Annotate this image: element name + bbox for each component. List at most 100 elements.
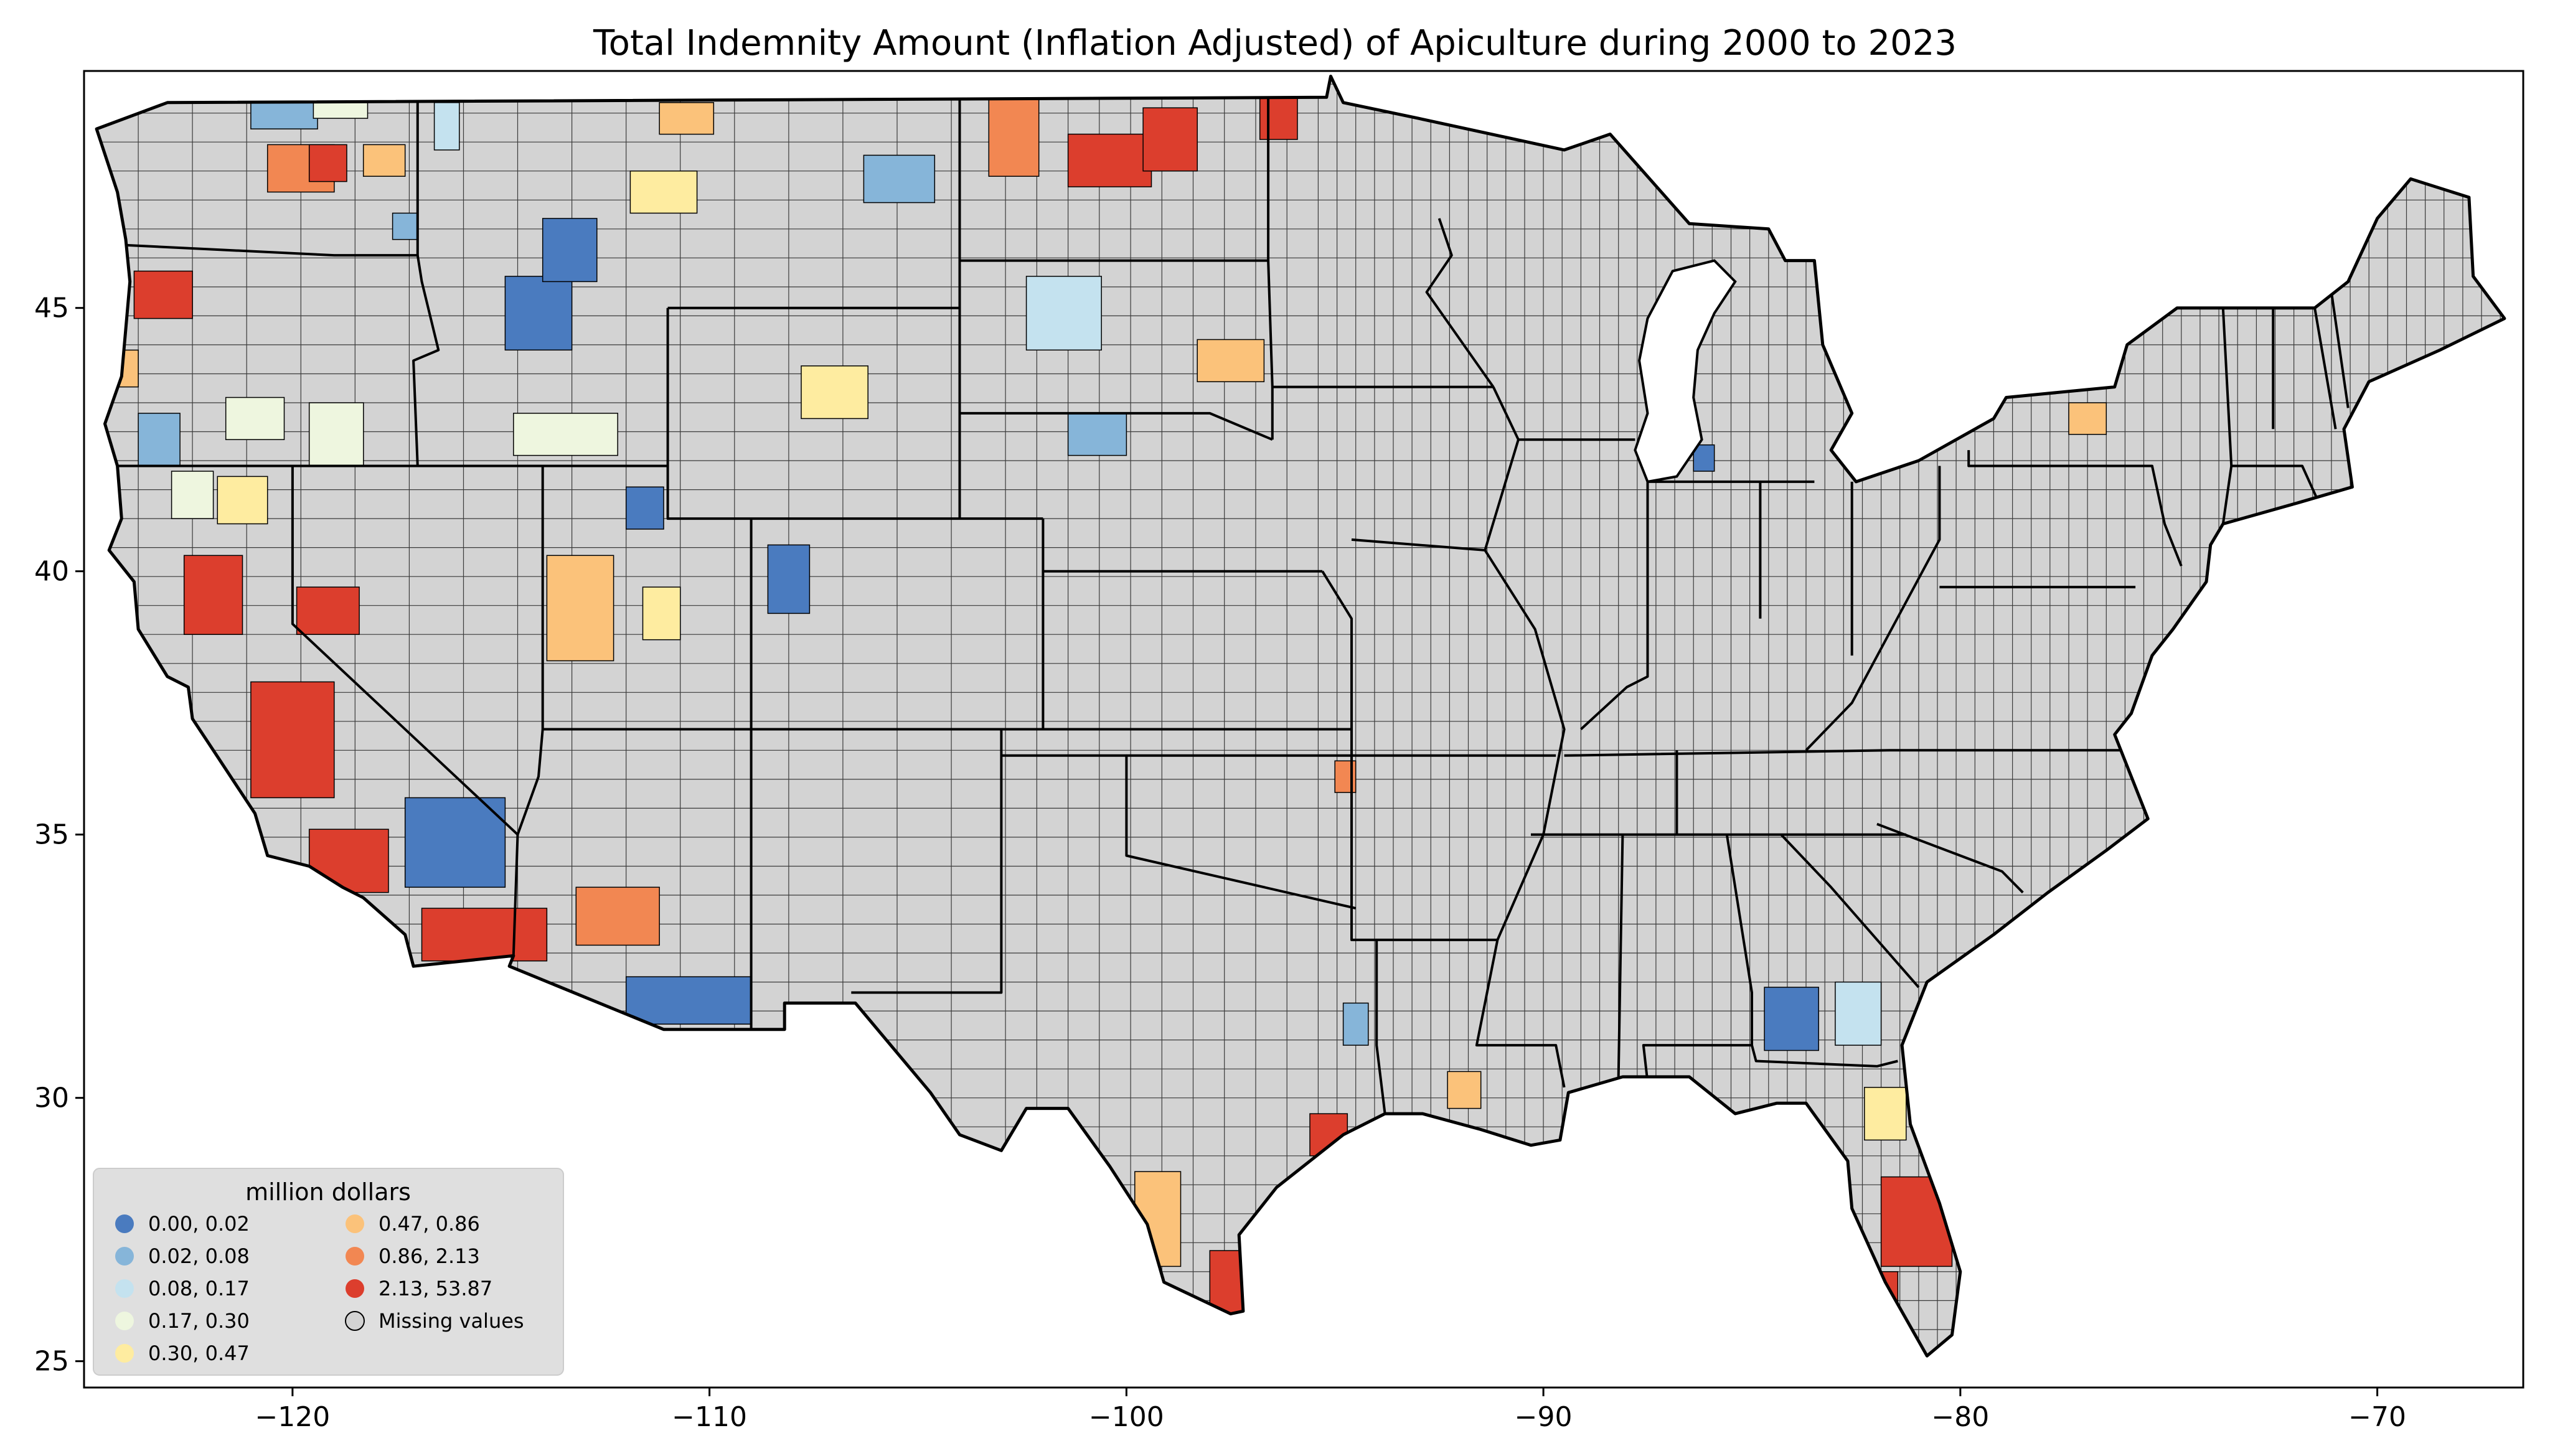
region-southern-oregon (225, 397, 285, 440)
region-colorado-west (767, 544, 811, 614)
region-southern-california-desert (421, 908, 548, 962)
region-central-washington-core (308, 144, 347, 182)
legend-swatch (346, 1214, 364, 1233)
region-southwest-georgia (1764, 987, 1819, 1051)
state-boundary (412, 97, 440, 466)
region-sacramento-valley (183, 555, 243, 635)
region-northern-utah (625, 486, 664, 530)
region-arizona-central (575, 886, 660, 946)
region-eastern-north-dakota (1142, 107, 1198, 172)
y-axis: 25 30 35 40 45 (34, 293, 84, 1378)
legend-label: 0.00, 0.02 (148, 1212, 250, 1236)
region-western-montana (542, 218, 598, 283)
region-wyoming-central (801, 365, 868, 420)
region-eastern-washington (362, 144, 406, 177)
region-central-idaho (504, 276, 573, 351)
region-northern-california-interior (217, 476, 268, 525)
state-boundary (1425, 218, 1495, 388)
region-northern-california (171, 471, 214, 519)
region-southern-arizona (625, 976, 752, 1025)
region-western-north-dakota (988, 96, 1040, 177)
region-central-utah (642, 586, 681, 641)
state-boundary (117, 243, 418, 257)
state-boundary (1351, 538, 1485, 552)
state-boundary (1967, 450, 2183, 566)
state-boundary (1580, 481, 1649, 730)
legend-label: 0.47, 0.86 (379, 1212, 480, 1236)
legend-swatch (115, 1279, 134, 1298)
x-tick-label: −110 (672, 1401, 747, 1433)
legend-label: 0.02, 0.08 (148, 1244, 250, 1268)
legend-swatch (115, 1344, 134, 1363)
state-boundary (1321, 570, 1386, 1114)
y-tick-label: 40 (34, 556, 69, 588)
great-lakes (1634, 259, 1737, 484)
y-tick-label: 30 (34, 1083, 69, 1114)
state-boundary (1475, 386, 1566, 1088)
map-axes: −120 −110 −100 −90 −80 −70 25 30 35 40 45 (34, 70, 2524, 1433)
state-boundary (959, 411, 1273, 441)
state-boundary (1805, 466, 1941, 751)
legend-label: 0.86, 2.13 (379, 1244, 480, 1268)
region-central-montana (629, 170, 698, 214)
colored-regions (116, 92, 2107, 1315)
state-boundary (1267, 97, 1274, 440)
region-western-south-dakota (1025, 276, 1102, 351)
region-northern-washington-interior (313, 92, 369, 119)
region-san-joaquin-valley (250, 681, 335, 799)
legend-swatch (345, 1311, 365, 1331)
x-axis: −120 −110 −100 −90 −80 −70 (255, 1388, 2406, 1433)
state-boundary (291, 466, 519, 836)
legend-label: 2.13, 53.87 (379, 1277, 492, 1300)
state-boundaries (117, 97, 2350, 1114)
region-north-florida (1864, 1087, 1907, 1141)
region-central-florida (1880, 1176, 1953, 1267)
legend-swatch (115, 1247, 134, 1266)
x-tick-label: −120 (255, 1401, 330, 1433)
region-eastern-montana (863, 154, 936, 204)
legend-swatch (346, 1279, 364, 1298)
region-southern-idaho (513, 413, 618, 456)
us-outline (95, 75, 2506, 1358)
region-western-new-york (2068, 402, 2107, 435)
region-southeast-washington (392, 212, 418, 240)
region-central-north-dakota (1067, 133, 1152, 187)
region-northwest-oregon (133, 270, 193, 319)
region-san-bernardino-county (404, 797, 506, 888)
us-land-mass (96, 76, 2505, 1356)
region-western-nevada (296, 586, 360, 635)
region-southwest-michigan (1693, 444, 1715, 472)
legend: million dollars 0.00, 0.02 0.02, 0.08 0.08… (93, 1168, 564, 1376)
region-northwest-minnesota (1259, 96, 1298, 140)
region-northern-nebraska (1067, 413, 1127, 456)
state-boundary (1876, 822, 2024, 894)
region-southern-california-coast (308, 829, 389, 893)
state-boundary (2231, 464, 2320, 504)
state-boundary (2313, 308, 2337, 430)
state-boundary (1780, 834, 1920, 989)
legend-swatch (346, 1247, 364, 1266)
x-tick-label: −90 (1515, 1401, 1573, 1433)
legend-label: Missing values (379, 1309, 524, 1333)
state-boundary (2330, 292, 2350, 408)
legend-label: 0.17, 0.30 (148, 1309, 250, 1333)
y-tick-label: 35 (34, 819, 69, 851)
legend-swatch (115, 1214, 134, 1233)
region-northern-montana (659, 102, 715, 135)
state-boundary (512, 466, 544, 956)
x-tick-label: −70 (2348, 1401, 2406, 1433)
legend-title: million dollars (245, 1178, 411, 1206)
region-south-georgia (1835, 981, 1882, 1046)
region-southeast-oregon (308, 402, 364, 467)
state-boundary (1564, 749, 2132, 757)
legend-items: 0.00, 0.02 0.02, 0.08 0.08, 0.17 0.17, 0.30… (115, 1212, 524, 1365)
y-tick-label: 25 (34, 1346, 69, 1378)
state-boundary (1001, 754, 1357, 910)
region-eastern-south-dakota (1197, 339, 1265, 382)
region-southwest-oregon (138, 413, 181, 467)
state-boundary (1617, 834, 1624, 1077)
x-tick-label: −80 (1931, 1401, 1989, 1433)
region-east-texas (1342, 1002, 1369, 1046)
